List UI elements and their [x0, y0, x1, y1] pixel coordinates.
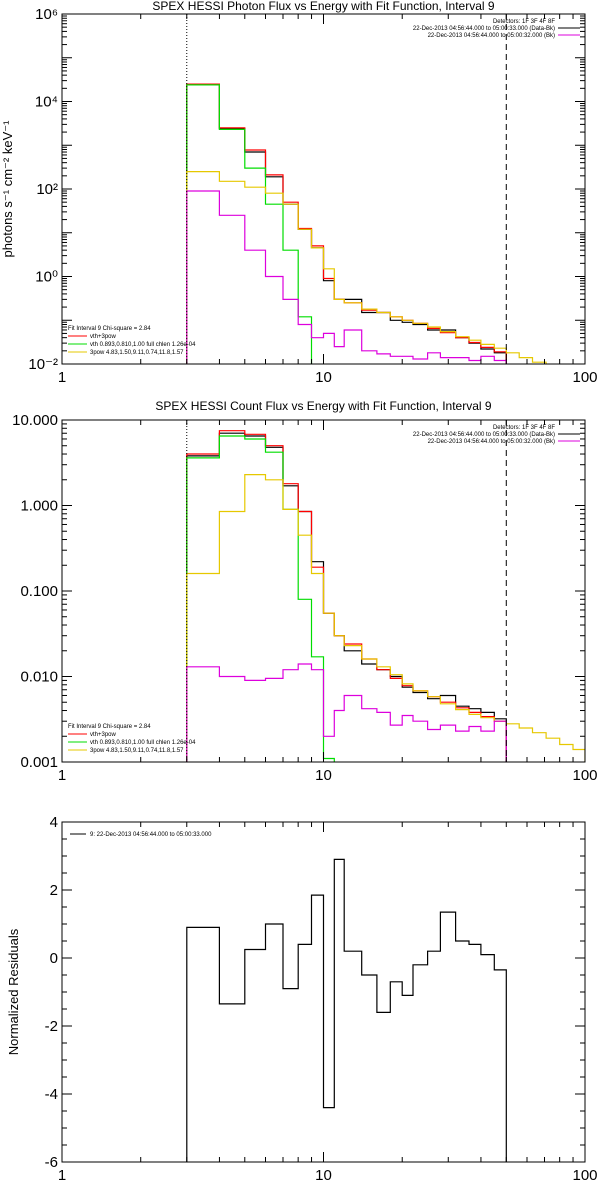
legend-top-right-text: 22-Dec-2013 04:56:44.000 to 05:00:33.000… [413, 432, 555, 438]
x-tick-label: 10 [315, 767, 332, 784]
y-tick-label: -6 [45, 1154, 58, 1171]
legend-bottom-left-text: Fit Interval 9 Chi-square = 2.84 [68, 326, 151, 332]
chart-panel-1: SPEX HESSI Photon Flux vs Energy with Fi… [0, 0, 598, 386]
chart-title: SPEX HESSI Count Flux vs Energy with Fit… [155, 399, 491, 413]
x-tick-label: 100 [572, 369, 597, 386]
chart-title: SPEX HESSI Photon Flux vs Energy with Fi… [152, 0, 494, 13]
x-tick-label: 1 [58, 369, 66, 386]
series-line-1 [186, 83, 507, 364]
legend-bottom-left-text: Fit Interval 9 Chi-square = 2.84 [68, 724, 151, 730]
y-tick-label: 10⁶ [35, 6, 58, 23]
legend-bottom-left-text: vth+3pow [90, 732, 117, 738]
y-tick-label: -2 [45, 1018, 58, 1035]
x-tick-label: 1 [58, 767, 66, 784]
y-tick-label: 1.000 [20, 498, 58, 515]
series-line-5 [186, 190, 507, 364]
x-tick-label: 100 [572, 767, 597, 784]
chart-panel-3: Normalized Residuals 1 10 100 4 2 0 -2 -4 -6 9: 22… [6, 814, 598, 1184]
legend-top-right-text: 22-Dec-2013 04:56:44.000 to 05:00:32.000… [428, 33, 555, 39]
legend-bottom-left-text: vth 0.893,0.810,1.00 full chlen 1.26e-04 [90, 740, 196, 746]
y-axis-label: photons s⁻¹ cm⁻² keV⁻¹ [0, 120, 15, 258]
series-line-1 [186, 432, 507, 762]
y-tick-label: 0.100 [20, 583, 58, 600]
series-group [186, 430, 585, 762]
series-line-5 [186, 663, 507, 762]
y-tick-label: 10⁴ [35, 94, 58, 111]
y-tick-label: 2 [50, 882, 58, 899]
y-tick-label: 0.001 [20, 754, 58, 771]
x-tick-label: 10 [315, 1167, 332, 1184]
legend-bottom-left-text: 3pow 4.83,1.50,9.11,0.74,11.8,1.57 [90, 350, 184, 356]
y-axis-label: Normalized Residuals [6, 928, 21, 1055]
legend-top-right-text: Detectors: 1F 3F 4F 8F [493, 19, 555, 25]
legend-top-right-text: 22-Dec-2013 04:56:44.000 to 05:00:33.000… [413, 26, 555, 32]
series-line-2 [186, 430, 507, 762]
x-tick-label: 10 [315, 369, 332, 386]
series-group [186, 83, 561, 364]
y-tick-label: -4 [45, 1086, 58, 1103]
chart-panel-2: SPEX HESSI Count Flux vs Energy with Fit… [12, 399, 597, 784]
series-line-4 [186, 474, 585, 762]
y-tick-label: 4 [50, 814, 58, 831]
y-tick-label: 0.010 [20, 669, 58, 686]
y-tick-label: 0 [50, 950, 58, 967]
series-line-3 [186, 435, 335, 762]
series-line-4 [186, 171, 561, 364]
x-tick-label: 1 [58, 1167, 66, 1184]
x-tick-label: 100 [572, 1167, 597, 1184]
legend-bottom-left-text: 3pow 4.83,1.50,9.11,0.74,11.8,1.57 [90, 748, 184, 754]
y-tick-label: 10.000 [12, 412, 58, 429]
y-tick-label: 10⁰ [35, 269, 58, 286]
series-line-1 [186, 858, 507, 1162]
legend-bottom-left-text: vth+3pow [90, 334, 117, 340]
series-line-2 [186, 83, 507, 364]
legend-bottom-left-text: vth 0.893,0.810,1.00 full chlen 1.26e-04 [90, 342, 196, 348]
y-tick-label: 10² [36, 181, 58, 198]
series-line-3 [186, 84, 325, 364]
legend-top-left-text: 9: 22-Dec-2013 04:56:44.000 to 05:00:33.… [90, 832, 212, 838]
series-group [186, 858, 507, 1162]
y-tick-label: 10⁻² [28, 356, 58, 373]
legend-top-right-text: Detectors: 1F 3F 4F 8F [493, 425, 555, 431]
legend-top-right-text: 22-Dec-2013 04:56:44.000 to 05:00:32.000… [428, 439, 555, 445]
